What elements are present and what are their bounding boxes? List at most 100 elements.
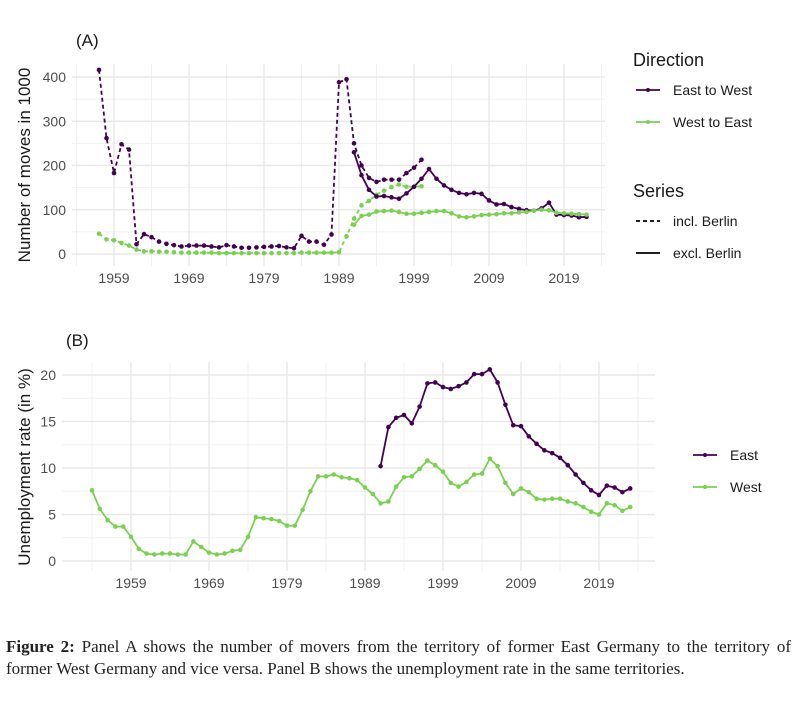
data-point — [557, 496, 563, 501]
data-point — [419, 157, 424, 163]
legend-key-point — [703, 485, 707, 489]
data-point — [612, 502, 617, 508]
data-point — [104, 135, 109, 141]
data-point — [487, 456, 493, 462]
panel-b-series — [89, 367, 633, 557]
data-point — [518, 423, 524, 429]
data-point — [389, 184, 394, 190]
data-point — [141, 231, 147, 237]
data-point — [329, 232, 334, 237]
data-point — [381, 208, 387, 214]
data-point — [209, 250, 214, 255]
x-tick-label: 2019 — [583, 575, 614, 591]
data-point — [542, 448, 547, 453]
data-point — [339, 475, 344, 480]
data-point — [292, 523, 298, 528]
data-point — [501, 201, 507, 207]
data-point — [401, 412, 407, 418]
data-point — [471, 371, 477, 377]
data-point — [546, 207, 552, 213]
data-point — [510, 422, 516, 428]
data-point — [432, 462, 438, 468]
data-point — [549, 496, 555, 501]
data-point — [516, 210, 522, 215]
data-point — [393, 484, 399, 489]
data-point — [612, 485, 617, 490]
data-point — [276, 250, 282, 256]
data-point — [224, 250, 229, 256]
data-point — [479, 371, 485, 377]
series-line — [98, 69, 423, 250]
x-tick-label: 1999 — [398, 270, 429, 286]
data-point — [584, 212, 589, 217]
data-point — [374, 194, 379, 199]
panel-a-series — [96, 67, 589, 256]
data-point — [456, 190, 462, 196]
data-point — [299, 250, 304, 255]
panel-a-label: (A) — [76, 31, 99, 50]
data-point — [509, 210, 514, 216]
data-point — [381, 188, 387, 194]
series-line — [91, 457, 631, 556]
legend-label: West — [730, 479, 762, 495]
data-point — [113, 524, 118, 529]
data-point — [105, 517, 110, 523]
data-point — [396, 209, 402, 215]
series-west-to-east-incl-berlin — [96, 182, 424, 256]
series-west-to-east-excl-berlin — [351, 207, 589, 228]
data-point — [216, 250, 222, 256]
data-point — [230, 548, 235, 554]
data-point — [620, 489, 625, 495]
series-east-to-west-excl-berlin — [351, 149, 589, 220]
data-point — [344, 234, 349, 239]
data-point — [596, 512, 602, 517]
data-point — [89, 488, 95, 493]
data-point — [359, 172, 364, 178]
data-point — [441, 208, 447, 214]
x-tick-label: 1989 — [349, 575, 380, 591]
series-line — [353, 208, 587, 226]
data-point — [396, 177, 402, 182]
data-point — [471, 472, 477, 477]
data-point — [381, 177, 387, 182]
x-tick-label: 1979 — [271, 575, 302, 591]
data-point — [329, 250, 334, 255]
data-point — [164, 241, 169, 247]
data-point — [524, 209, 529, 215]
data-point — [471, 190, 477, 196]
data-point — [156, 239, 162, 244]
data-point — [276, 518, 282, 524]
data-point — [351, 149, 357, 155]
data-point — [411, 165, 417, 171]
data-point — [314, 250, 319, 255]
data-point — [134, 247, 139, 252]
data-point — [362, 485, 368, 490]
data-point — [456, 484, 461, 489]
legend-label: East — [730, 447, 758, 463]
series-line — [98, 183, 422, 255]
data-point — [344, 76, 349, 82]
x-tick-label: 1999 — [427, 575, 458, 591]
legend-entry-west: West — [693, 479, 762, 495]
panel-b-grid — [62, 362, 655, 571]
data-point — [206, 550, 212, 555]
data-point — [261, 244, 267, 250]
x-tick-label: 1969 — [193, 575, 224, 591]
data-point — [389, 195, 394, 200]
data-point — [456, 383, 461, 389]
data-point — [354, 477, 360, 483]
data-point — [111, 237, 117, 243]
data-point — [393, 415, 399, 421]
data-point — [374, 209, 379, 214]
data-point — [323, 474, 329, 479]
data-point — [126, 243, 132, 248]
data-point — [159, 551, 165, 556]
x-tick-label: 1989 — [323, 270, 354, 286]
data-point — [269, 516, 274, 522]
data-point — [97, 506, 103, 512]
data-point — [409, 421, 415, 426]
data-point — [503, 402, 508, 408]
data-point — [526, 489, 532, 495]
data-point — [404, 211, 409, 217]
